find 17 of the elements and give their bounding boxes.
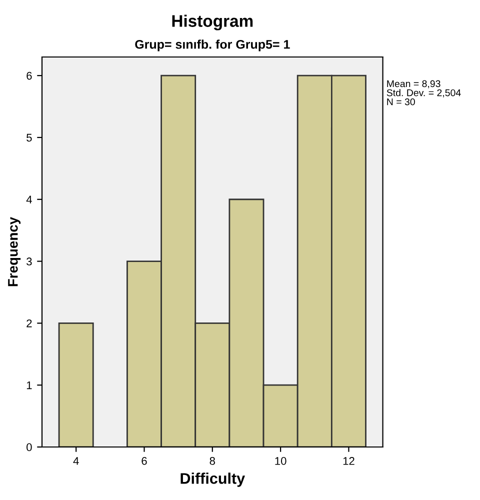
chart-title: Histogram	[172, 14, 253, 30]
y-tick-label: 6	[26, 72, 32, 80]
text: Mean = 8,93 Std. Dev. = 2,504 N = 30	[386, 80, 461, 106]
x-tick-label: 10	[275, 457, 286, 465]
y-tick-label: 3	[26, 258, 32, 266]
y-tick-label: 2	[26, 319, 32, 328]
y-tick-label: 1	[26, 381, 32, 390]
x-tick-label: 8	[210, 457, 216, 465]
chart-subtitle: Grup= sınıfb. for Grup5= 1	[135, 40, 290, 52]
y-axis-title: Frequency	[8, 216, 21, 286]
x-tick-label: 4	[73, 457, 79, 465]
x-axis-title: Difficulty	[180, 472, 245, 487]
y-tick-label: 0	[26, 443, 32, 452]
x-tick-label: 6	[142, 457, 147, 465]
y-tick-label: 5	[26, 134, 32, 142]
x-tick-label: 12	[343, 457, 354, 465]
y-tick-label: 4	[26, 196, 32, 204]
